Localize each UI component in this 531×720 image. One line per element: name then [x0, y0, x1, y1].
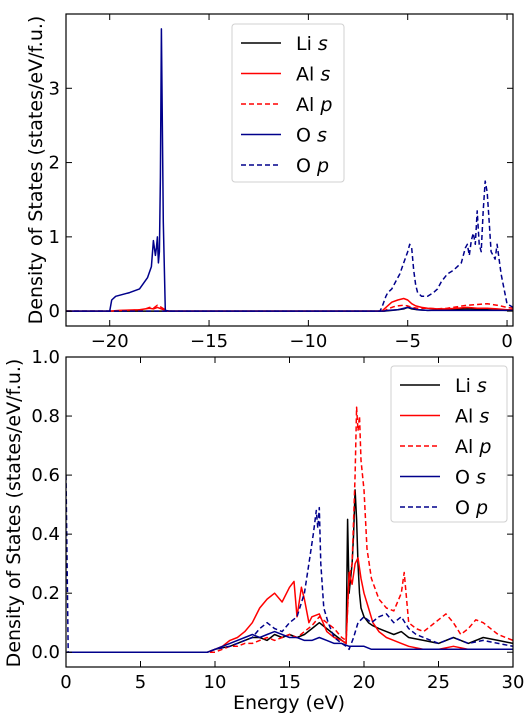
top-y-axis-label: Density of States (states/eV/f.u.)	[25, 16, 47, 325]
legend: Li s Al s Al p O s O p	[390, 365, 508, 523]
legend-label: Al p	[455, 436, 491, 458]
series-line-o-s-solid	[66, 28, 513, 312]
y-tick-label: 0	[49, 301, 60, 322]
x-tick-label: −20	[91, 331, 129, 352]
y-tick-label: 0.2	[31, 583, 60, 604]
x-tick-label: 15	[278, 672, 301, 693]
series-group	[66, 28, 513, 312]
legend-label: O p	[455, 497, 488, 519]
x-tick-label: −10	[289, 331, 327, 352]
legend: Li s Al s Al p O s O p	[231, 23, 345, 183]
conduction-band-panel: 0 5 10 15 20 25 30 0.0 0.2 0.4 0.6 0.8 1.0 Li s Al s Al…	[31, 347, 524, 693]
series-line-al-s-solid	[66, 297, 513, 312]
y-tick-label: 1	[49, 227, 60, 248]
x-tick-label: 20	[353, 672, 376, 693]
x-tick-label: 5	[135, 672, 146, 693]
series-line-o-p-dashed	[66, 180, 513, 312]
y-tick-label: 1.0	[31, 347, 60, 368]
legend-label: Li s	[296, 33, 328, 55]
legend-box	[390, 365, 508, 523]
series-line-al-s-solid	[66, 557, 513, 653]
legend-label: O s	[296, 125, 327, 147]
series-line-o-p-dashed	[66, 475, 513, 653]
y-tick-label: 0.4	[31, 524, 60, 545]
x-tick-label: 30	[502, 672, 525, 693]
x-tick-label: 0	[60, 672, 71, 693]
legend-label: Al p	[296, 94, 332, 116]
y-tick-label: 0.0	[31, 642, 60, 663]
bottom-y-axis-label: Density of States (states/eV/f.u.)	[3, 359, 25, 668]
y-tick-label: 2	[49, 153, 60, 174]
x-tick-label: 25	[427, 672, 450, 693]
series-line-al-p-dashed	[66, 302, 513, 312]
legend-label: Al s	[296, 64, 330, 86]
valence-band-panel: −20 −15 −10 −5 0 0 1 2 3 Li s Al s Al p O s O p	[49, 13, 514, 352]
x-tick-label: 0	[501, 331, 512, 352]
x-tick-label: −15	[190, 331, 228, 352]
series-group	[66, 406, 513, 653]
x-tick-label: −5	[394, 331, 421, 352]
y-tick-label: 0.6	[31, 465, 60, 486]
y-tick-label: 3	[49, 78, 60, 99]
legend-box	[231, 23, 345, 183]
series-line-o-s-solid	[66, 630, 513, 653]
legend-label: Al s	[455, 406, 489, 428]
x-tick-label: 10	[204, 672, 227, 693]
x-axis-label: Energy (eV)	[233, 692, 345, 714]
plot-frame	[65, 13, 514, 327]
legend-label: O s	[455, 467, 486, 489]
legend-label: Li s	[455, 375, 487, 397]
legend-label: O p	[296, 155, 329, 177]
y-tick-label: 0.8	[31, 406, 60, 427]
